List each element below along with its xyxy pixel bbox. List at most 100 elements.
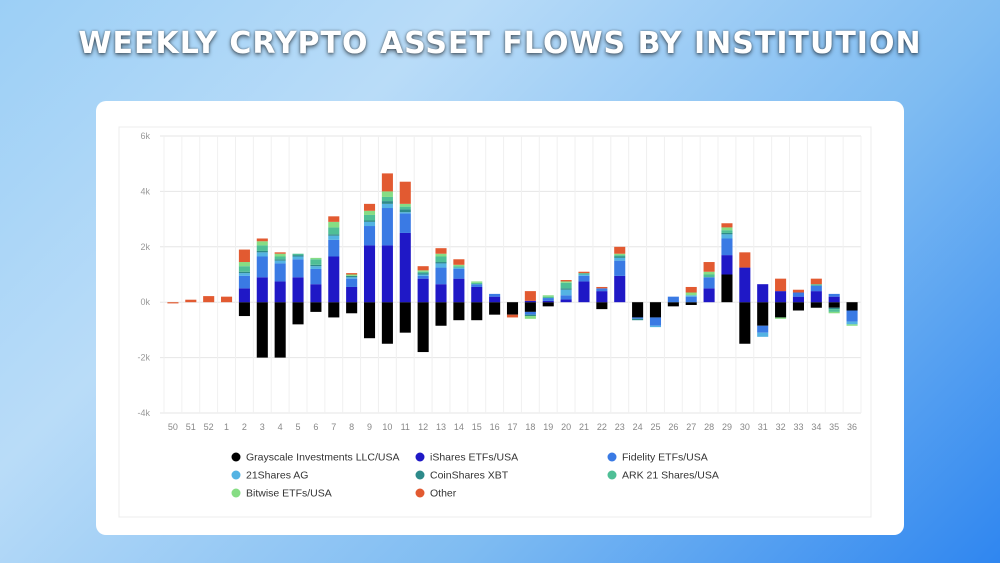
bar-segment-other-week-52 bbox=[203, 296, 215, 303]
bar-segment-ishares-etfs-usa-week-9 bbox=[363, 245, 376, 303]
legend-label: Bitwise ETFs/USA bbox=[246, 488, 332, 500]
bar-segment-grayscale-investments-llc-usa-week-18 bbox=[524, 302, 536, 312]
legend-item[interactable]: Bitwise ETFs/USA bbox=[231, 488, 332, 500]
bar-segment-grayscale-investments-llc-usa-week-29 bbox=[721, 274, 733, 303]
legend-item[interactable]: 21Shares AG bbox=[231, 470, 309, 482]
x-tick-label: 4 bbox=[278, 422, 283, 432]
x-tick-label: 27 bbox=[686, 422, 696, 432]
bar-segment-bitwise-etfs-usa-week-3 bbox=[256, 241, 268, 246]
bar-segment-coinshares-xbt-week-3 bbox=[256, 250, 268, 253]
bar-segment-grayscale-investments-llc-usa-week-13 bbox=[435, 302, 447, 326]
bar-segment-grayscale-investments-llc-usa-week-11 bbox=[399, 302, 411, 333]
legend-swatch bbox=[231, 488, 241, 498]
bar-segment-other-week-9 bbox=[363, 203, 376, 211]
bar-segment-coinshares-xbt-week-10 bbox=[381, 201, 393, 204]
bar-segment-other-week-8 bbox=[346, 273, 358, 275]
x-tick-label: 3 bbox=[260, 422, 265, 432]
bar-segment-fidelity-etfs-usa-week-10 bbox=[381, 208, 393, 246]
bar-segment-fidelity-etfs-usa-week-19 bbox=[542, 298, 554, 301]
bar-segment-coinshares-xbt-week-2 bbox=[238, 271, 250, 274]
bar-segment-21shares-ag-week-29 bbox=[721, 234, 733, 239]
legend-label: 21Shares AG bbox=[246, 470, 308, 482]
bar-segment-grayscale-investments-llc-usa-week-2 bbox=[238, 302, 250, 317]
x-tick-label: 11 bbox=[401, 422, 410, 432]
bar-segment-21shares-ag-week-7 bbox=[328, 235, 340, 240]
bar-segment-fidelity-etfs-usa-week-21 bbox=[578, 275, 590, 282]
bar-segment-grayscale-investments-llc-usa-week-12 bbox=[417, 302, 429, 353]
bar-segment-fidelity-etfs-usa-week-23 bbox=[614, 260, 626, 276]
bar-segment-21shares-ag-week-3 bbox=[256, 252, 268, 257]
x-tick-label: 17 bbox=[507, 422, 517, 432]
bar-segment-21shares-ag-week-36 bbox=[846, 321, 858, 325]
bar-segment-fidelity-etfs-usa-week-8 bbox=[346, 278, 358, 287]
bar-segment-other-week-51 bbox=[185, 299, 197, 303]
bar-segment-21shares-ag-week-9 bbox=[363, 221, 376, 227]
bar-segment-coinshares-xbt-week-5 bbox=[292, 255, 304, 257]
stacked-bar-chart: 50 51 52 1 2 3 4 5 6 7 8 9 10 11 12 13 14 15 16 17 18 19 20 21 2… bbox=[118, 126, 872, 518]
bar-segment-fidelity-etfs-usa-week-9 bbox=[363, 226, 376, 246]
legend-label: ARK 21 Shares/USA bbox=[622, 470, 719, 482]
bar-segment-bitwise-etfs-usa-week-36 bbox=[846, 324, 858, 326]
x-tick-label: 15 bbox=[472, 422, 482, 432]
bar-segment-fidelity-etfs-usa-week-7 bbox=[328, 239, 340, 257]
bar-segment-bitwise-etfs-usa-week-18 bbox=[524, 316, 536, 319]
bar-segment-other-week-10 bbox=[381, 173, 393, 192]
bar-segment-ishares-etfs-usa-week-30 bbox=[739, 267, 751, 303]
y-tick-label: 2k bbox=[140, 242, 150, 252]
bar-segment-ark-21-shares-usa-week-12 bbox=[417, 271, 429, 274]
bar-segment-fidelity-etfs-usa-week-25 bbox=[649, 317, 662, 326]
x-tick-label: 9 bbox=[367, 422, 372, 432]
bar-segment-grayscale-investments-llc-usa-week-22 bbox=[596, 302, 608, 310]
bar-segment-ark-21-shares-usa-week-11 bbox=[399, 206, 411, 210]
bar-segment-21shares-ag-week-10 bbox=[381, 203, 393, 209]
bar-segment-fidelity-etfs-usa-week-26 bbox=[667, 296, 679, 303]
bar-segment-other-week-32 bbox=[775, 278, 787, 292]
bar-segment-grayscale-investments-llc-usa-week-26 bbox=[667, 302, 679, 307]
bar-segment-grayscale-investments-llc-usa-week-35 bbox=[828, 302, 840, 308]
legend-item[interactable]: Grayscale Investments LLC/USA bbox=[231, 452, 400, 464]
x-tick-label: 5 bbox=[296, 422, 301, 432]
bar-segment-coinshares-xbt-week-4 bbox=[274, 259, 286, 261]
bar-segment-21shares-ag-week-11 bbox=[399, 212, 411, 214]
x-tick-label: 1 bbox=[224, 422, 229, 432]
bar-segment-21shares-ag-week-2 bbox=[238, 273, 250, 276]
legend-swatch bbox=[415, 470, 425, 480]
bar-segment-grayscale-investments-llc-usa-week-14 bbox=[453, 302, 465, 321]
x-tick-label: 18 bbox=[525, 422, 535, 432]
bar-segment-bitwise-etfs-usa-week-23 bbox=[614, 253, 626, 256]
bar-segment-ishares-etfs-usa-week-23 bbox=[614, 275, 626, 303]
x-tick-label: 25 bbox=[650, 422, 660, 432]
bar-segment-fidelity-etfs-usa-week-33 bbox=[792, 292, 804, 297]
legend-label: Fidelity ETFs/USA bbox=[622, 452, 708, 464]
legend-label: Other bbox=[430, 488, 457, 500]
x-tick-label: 51 bbox=[186, 422, 196, 432]
legend-item[interactable]: Fidelity ETFs/USA bbox=[607, 452, 708, 464]
legend-swatch bbox=[415, 452, 425, 462]
legend-item[interactable]: Other bbox=[415, 488, 457, 500]
x-tick-label: 26 bbox=[668, 422, 678, 432]
bar-segment-bitwise-etfs-usa-week-13 bbox=[435, 253, 447, 257]
bar-segment-grayscale-investments-llc-usa-week-16 bbox=[489, 302, 501, 315]
x-tick-label: 33 bbox=[793, 422, 803, 432]
bar-segment-other-week-30 bbox=[739, 252, 751, 268]
bar-segment-ishares-etfs-usa-week-29 bbox=[721, 255, 733, 275]
bar-segment-fidelity-etfs-usa-week-18 bbox=[524, 311, 536, 315]
bar-segment-other-week-4 bbox=[274, 252, 286, 254]
bar-segment-grayscale-investments-llc-usa-week-3 bbox=[256, 302, 268, 358]
bar-segment-ark-21-shares-usa-week-21 bbox=[578, 273, 590, 275]
x-tick-label: 13 bbox=[436, 422, 446, 432]
legend-item[interactable]: iShares ETFs/USA bbox=[415, 452, 519, 464]
x-tick-label: 16 bbox=[490, 422, 500, 432]
legend-item[interactable]: ARK 21 Shares/USA bbox=[607, 470, 719, 482]
bar-segment-bitwise-etfs-usa-week-11 bbox=[399, 203, 411, 207]
bar-segment-ishares-etfs-usa-week-5 bbox=[292, 277, 304, 303]
bar-segment-21shares-ag-week-14 bbox=[453, 267, 465, 269]
legend-swatch bbox=[231, 452, 241, 462]
bar-segment-fidelity-etfs-usa-week-5 bbox=[292, 259, 304, 278]
legend-item[interactable]: CoinShares XBT bbox=[415, 470, 509, 482]
x-tick-label: 31 bbox=[758, 422, 768, 432]
bar-segment-grayscale-investments-llc-usa-week-19 bbox=[542, 302, 554, 307]
bar-segment-bitwise-etfs-usa-week-12 bbox=[417, 270, 429, 272]
bar-segment-fidelity-etfs-usa-week-15 bbox=[471, 284, 483, 287]
bar-segment-grayscale-investments-llc-usa-week-8 bbox=[346, 302, 358, 314]
